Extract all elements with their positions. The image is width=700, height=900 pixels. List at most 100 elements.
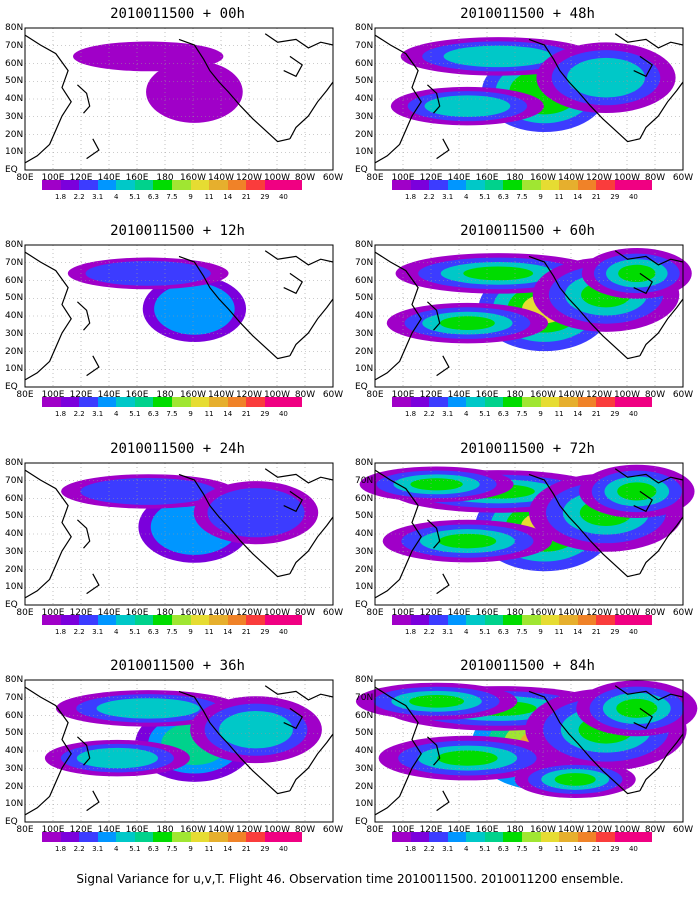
coastline	[86, 573, 100, 595]
colorbar-label: 6.3	[497, 193, 509, 201]
longitude-label: 100W	[263, 173, 291, 183]
longitude-label: 80E	[366, 390, 384, 400]
coastline	[264, 685, 334, 701]
coastline	[86, 355, 100, 377]
longitude-label: 60W	[322, 608, 344, 618]
colorbar-swatch	[172, 180, 191, 190]
latitude-label: 70N	[5, 475, 24, 486]
colorbar-label: 40	[278, 628, 288, 636]
latitude-label: 10N	[5, 364, 24, 375]
colorbar-label: 40	[628, 410, 638, 418]
coastline	[86, 138, 100, 160]
longitude-label: 160E	[475, 173, 499, 183]
colorbar-swatch	[264, 832, 284, 842]
latitude-label: 40N	[355, 311, 374, 321]
colorbar-swatch	[209, 615, 228, 625]
contour-fill	[410, 478, 463, 491]
colorbar-swatch	[134, 832, 154, 842]
longitude-label: 160E	[125, 825, 149, 835]
colorbar-swatch	[484, 615, 504, 625]
colorbar-label: 9	[538, 410, 543, 418]
longitude-label: 100E	[41, 173, 65, 183]
colorbar-label: 5.1	[129, 628, 141, 636]
longitude-label: 80W	[294, 173, 316, 183]
longitude-label: 100E	[41, 825, 65, 835]
latitude-label: 30N	[5, 111, 24, 122]
colorbar-swatch	[209, 397, 228, 407]
colorbar	[42, 397, 312, 409]
colorbar-swatch	[264, 397, 284, 407]
colorbar-swatch	[97, 832, 117, 842]
latitude-label: 50N	[5, 293, 24, 304]
colorbar-label: 21	[591, 845, 601, 853]
colorbar-label: 1.8	[54, 193, 67, 201]
latitude-label: 50N	[5, 728, 24, 739]
coastline	[614, 33, 684, 49]
latitude-label: 80N	[355, 240, 374, 250]
longitude-label: 60W	[672, 825, 694, 835]
latitude-label: 80N	[355, 23, 374, 33]
contour-fill	[554, 773, 596, 786]
coastline	[283, 707, 303, 730]
longitude-label: 160E	[475, 825, 499, 835]
longitude-label: 140E	[97, 390, 121, 400]
latitude-label: 70N	[355, 475, 374, 486]
colorbar-label: 21	[591, 410, 601, 418]
colorbar-swatch	[209, 832, 228, 842]
colorbar-swatch	[410, 832, 430, 842]
longitude-label: 100W	[613, 390, 641, 400]
colorbar-label: 2.2	[73, 845, 85, 853]
latitude-label: EQ	[5, 817, 18, 827]
map-plot: 80N 70N 60N 50N 40N 30N 20N 10N EQ 80E 100E 120E 140…	[5, 23, 343, 183]
colorbar-swatch	[227, 615, 247, 625]
colorbar-swatch	[596, 397, 615, 407]
longitude-label: 180	[506, 825, 524, 835]
colorbar-swatch	[79, 180, 98, 190]
latitude-label: 30N	[355, 328, 374, 339]
colorbar-swatch	[172, 615, 191, 625]
colorbar-label: 6.3	[147, 628, 159, 636]
map-plot: 80N 70N 60N 50N 40N 30N 20N 10N EQ 80E 100E 120E 140…	[355, 240, 693, 400]
map-panel: 2010011500 + 60h 80N 70N 60N 50N 40N 30N 20N 10N…	[355, 222, 700, 434]
colorbar-swatch	[60, 615, 80, 625]
coastline	[24, 251, 72, 381]
colorbar-label: 4	[114, 193, 119, 201]
colorbar-swatch	[209, 180, 228, 190]
colorbar-label: 1.8	[54, 628, 67, 636]
latitude-label: 70N	[5, 257, 24, 268]
contour-fill	[72, 41, 224, 72]
latitude-label: 10N	[355, 364, 374, 375]
longitude-label: 140W	[207, 390, 235, 400]
colorbar-swatch	[596, 180, 615, 190]
contour-fill	[154, 283, 235, 335]
colorbar-swatch	[246, 832, 265, 842]
longitude-label: 100W	[263, 608, 291, 618]
map-frame	[374, 679, 684, 823]
contour-fill	[76, 747, 159, 769]
colorbar-label: 1.8	[54, 845, 67, 853]
colorbar-swatch	[392, 832, 411, 842]
longitude-label: 140E	[97, 173, 121, 183]
colorbar-label: 2.2	[73, 193, 85, 201]
latitude-label: 60N	[5, 58, 24, 69]
coastline	[283, 490, 303, 513]
colorbar-swatch	[264, 615, 284, 625]
colorbar-swatch	[577, 397, 597, 407]
colorbar-label: 4	[114, 628, 119, 636]
latitude-label: 70N	[5, 40, 24, 51]
map-panel: 2010011500 + 36h 80N 70N 60N 50N 40N 30N 20N 10N…	[5, 657, 350, 869]
colorbar-label: 5.1	[129, 845, 141, 853]
latitude-label: 20N	[5, 564, 24, 575]
colorbar-label: 4	[464, 410, 469, 418]
latitude-label: 70N	[355, 257, 374, 268]
longitude-label: 180	[156, 825, 174, 835]
colorbar-label: 21	[591, 628, 601, 636]
colorbar-label: 21	[241, 845, 251, 853]
colorbar	[42, 180, 312, 192]
latitude-label: EQ	[355, 817, 368, 827]
coastline	[633, 55, 653, 78]
longitude-label: 120E	[419, 608, 443, 618]
latitude-label: 80N	[355, 675, 374, 685]
contour-map	[355, 679, 698, 823]
colorbar-swatch	[60, 832, 80, 842]
